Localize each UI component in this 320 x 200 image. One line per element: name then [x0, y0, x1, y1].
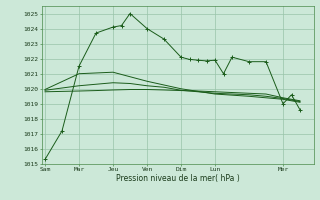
X-axis label: Pression niveau de la mer( hPa ): Pression niveau de la mer( hPa ) [116, 174, 239, 183]
